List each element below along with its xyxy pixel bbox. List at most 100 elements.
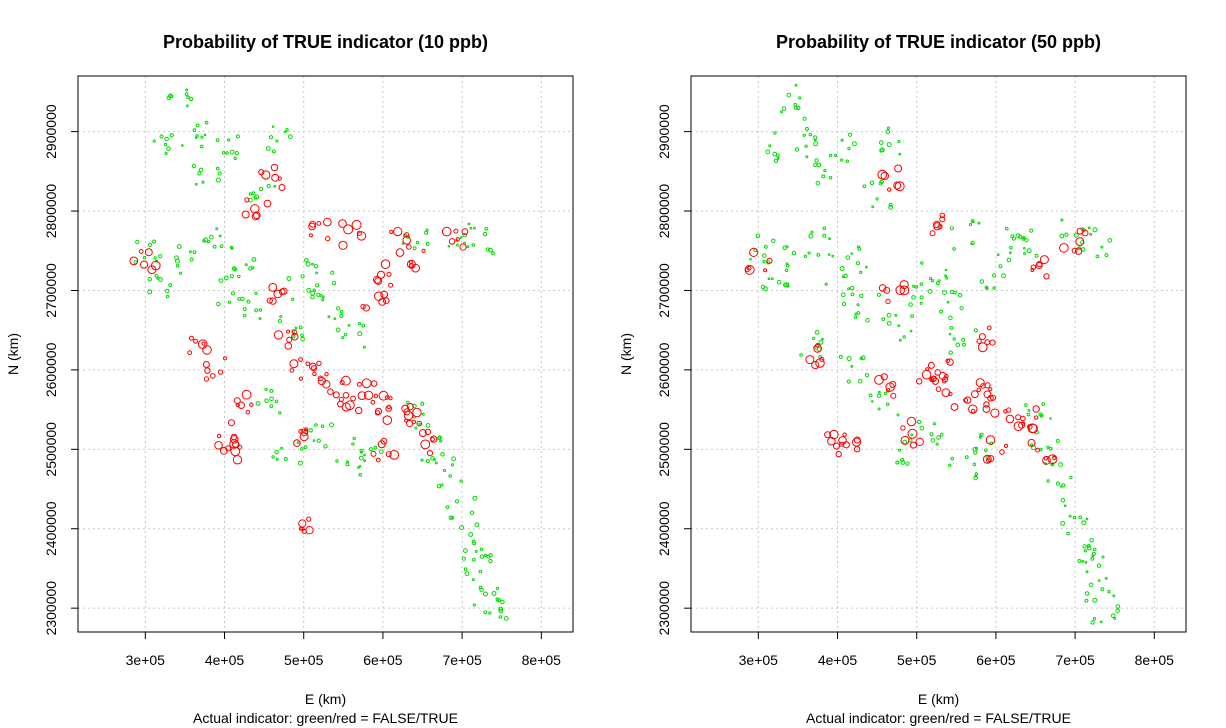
data-point [378,390,389,401]
data-point [879,148,884,153]
data-point [412,246,417,251]
data-point [357,391,367,401]
data-point [403,410,414,421]
data-point [382,415,393,426]
data-point [990,408,1000,418]
data-point [271,455,275,459]
data-point [910,441,917,449]
data-point [902,335,906,339]
series-false-green [749,83,1121,625]
data-point [851,141,857,147]
data-point [763,268,768,273]
data-point [838,354,843,359]
data-point [278,288,286,296]
data-point [957,293,963,298]
data-point [270,163,279,172]
data-point [765,149,771,155]
data-point [201,341,206,346]
data-point [273,330,284,340]
data-point [948,391,953,397]
data-point [906,416,917,427]
data-point [1104,253,1109,258]
data-point [308,428,313,433]
data-point [421,248,426,253]
data-point [1030,268,1035,272]
data-point [850,292,855,297]
data-point [156,276,160,280]
data-point [1024,403,1028,407]
data-point [879,140,884,145]
data-point [1084,598,1089,603]
data-point [210,373,216,379]
x-tick-label: 7e+05 [442,652,482,668]
data-point [159,134,164,139]
data-point [950,456,955,461]
data-point [888,205,893,210]
data-point [362,345,366,349]
data-point [845,159,849,163]
data-point [166,95,172,101]
data-point [828,153,833,158]
data-point [1089,538,1094,543]
data-point [919,301,923,305]
data-point [999,449,1005,455]
data-point [987,395,994,402]
data-point [899,285,910,296]
data-point [840,138,844,142]
data-point [1068,514,1072,518]
data-point [197,339,208,350]
data-point [164,288,170,294]
data-point [425,459,430,463]
data-point [1092,547,1097,552]
data-point [258,308,263,312]
data-point [416,420,423,427]
data-point [314,283,320,288]
data-point [412,403,417,409]
data-point [804,126,809,131]
data-point [880,373,888,381]
data-point [237,297,242,301]
data-point [484,226,489,231]
data-point [486,554,491,559]
data-point [773,131,777,135]
data-point [158,254,163,259]
data-point [996,253,1000,257]
data-point [973,475,978,481]
data-point [343,332,348,337]
data-point [811,361,820,370]
data-point [363,459,367,463]
data-point [332,391,340,399]
data-point [819,357,825,362]
data-point [886,312,892,318]
data-point [970,408,976,414]
data-point [877,169,888,180]
data-point [230,435,239,444]
data-point [776,157,780,160]
y-tick-label: 2500000 [43,422,59,477]
data-point [856,303,860,307]
data-point [306,287,312,293]
data-point [948,315,953,321]
data-point [314,423,318,427]
y-tick-label: 2400000 [43,501,59,556]
data-point [298,357,304,362]
data-point [931,279,935,283]
data-point [1091,551,1096,556]
data-point [144,248,153,257]
data-point [174,258,180,264]
data-point [191,163,197,169]
data-point [362,304,370,312]
data-point [898,152,902,156]
data-point [447,244,451,248]
data-point [1032,405,1040,413]
data-point [248,192,253,196]
data-point [907,428,918,439]
data-point [939,212,946,219]
data-point [813,162,818,167]
data-point [930,375,937,383]
data-point [193,338,199,344]
data-point [807,251,811,255]
data-point [874,375,884,385]
data-point [946,358,954,366]
